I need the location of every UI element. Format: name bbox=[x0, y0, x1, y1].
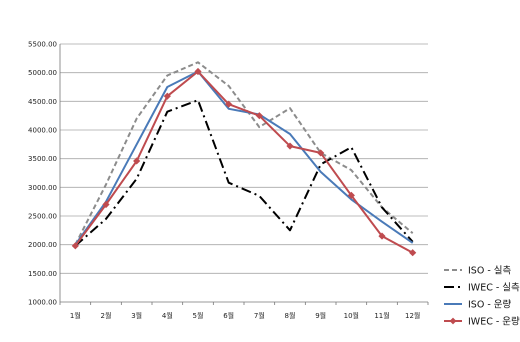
data-point bbox=[194, 67, 202, 76]
legend-label: IWEC - 실측 bbox=[468, 283, 520, 294]
data-point bbox=[225, 100, 233, 108]
series bbox=[71, 61, 417, 257]
legend-marker bbox=[449, 317, 457, 325]
series-line-3 bbox=[74, 70, 414, 254]
data-point bbox=[378, 232, 386, 240]
data-point bbox=[71, 242, 79, 250]
y-tick-label: 2500.00 bbox=[28, 213, 57, 221]
y-tick-label: 1500.00 bbox=[28, 270, 57, 278]
data-point bbox=[133, 157, 141, 165]
data-point bbox=[347, 191, 355, 199]
y-tick-label: 3000.00 bbox=[28, 184, 57, 192]
x-tick-label: 2월 bbox=[101, 311, 112, 320]
data-point bbox=[102, 200, 110, 209]
data-point bbox=[163, 92, 171, 100]
series-line-0 bbox=[74, 61, 414, 246]
series-line-1 bbox=[74, 99, 414, 247]
grid bbox=[60, 43, 428, 303]
data-point bbox=[286, 142, 294, 150]
data-point bbox=[255, 112, 263, 120]
x-tick-label: 10월 bbox=[344, 311, 359, 320]
x-tick-label: 5월 bbox=[193, 311, 204, 320]
data-point bbox=[317, 149, 325, 157]
x-tick-label: 8월 bbox=[285, 311, 296, 320]
x-tick-label: 1월 bbox=[70, 311, 81, 320]
x-tick-label: 12월 bbox=[405, 311, 420, 320]
y-tick-label: 4000.00 bbox=[28, 127, 57, 135]
x-tick-label: 7월 bbox=[254, 311, 265, 320]
y-tick-label: 4500.00 bbox=[28, 98, 57, 106]
legend-label: ISO - 운량 bbox=[468, 299, 512, 311]
data-point bbox=[409, 249, 417, 257]
x-tick-label: 9월 bbox=[315, 311, 326, 320]
x-tick-label: 4월 bbox=[162, 311, 173, 320]
x-tick-label: 6월 bbox=[223, 311, 234, 320]
y-tick-label: 1000.00 bbox=[28, 299, 57, 307]
y-tick-label: 5000.00 bbox=[28, 69, 57, 77]
legend-label: IWEC - 운량 bbox=[468, 316, 520, 328]
legend: ISO - 실측 IWEC - 실측 ISO - 운량 IWEC - 운량 bbox=[444, 266, 520, 328]
legend-label: ISO - 실측 bbox=[468, 266, 512, 277]
x-tick-label: 3월 bbox=[131, 311, 142, 320]
y-tick-label: 3500.00 bbox=[28, 155, 57, 163]
y-tick-label: 2000.00 bbox=[28, 241, 57, 249]
series-line-2 bbox=[74, 70, 414, 246]
axes: 1000.00 1500.00 2000.00 2500.00 3000.00 3500.… bbox=[28, 41, 429, 320]
x-tick-label: 11월 bbox=[374, 311, 389, 320]
y-tick-label: 5500.00 bbox=[28, 41, 57, 49]
